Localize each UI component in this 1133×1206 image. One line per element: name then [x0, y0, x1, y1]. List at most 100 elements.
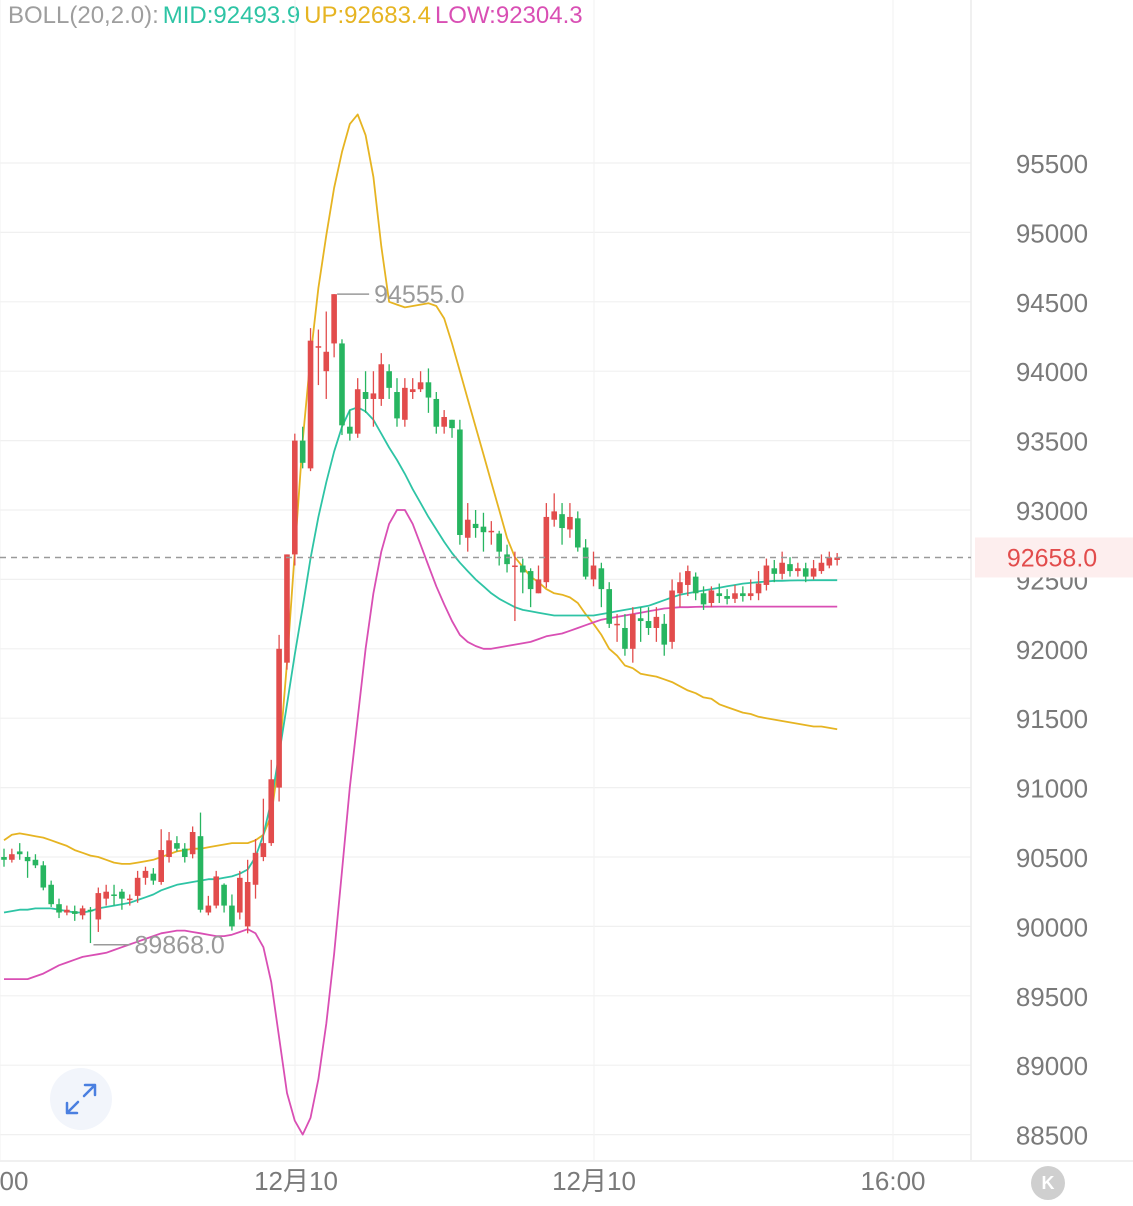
candle: [535, 565, 542, 594]
candle-body: [386, 371, 392, 388]
candle: [9, 848, 15, 863]
candle-body: [606, 589, 613, 624]
candle: [732, 584, 738, 603]
candle-body: [323, 351, 330, 372]
y-tick-label: 94500: [1016, 288, 1088, 318]
y-tick-label: 90000: [1016, 912, 1088, 942]
candle: [229, 894, 235, 931]
candle-body: [661, 623, 668, 645]
candle: [488, 521, 495, 545]
candle-body: [637, 618, 644, 622]
candle: [496, 530, 502, 566]
k-line-toggle-button[interactable]: K: [1031, 1166, 1065, 1200]
candle-body: [16, 851, 23, 855]
x-tick-label: 16:00: [860, 1166, 925, 1196]
candle-body: [9, 854, 15, 860]
candle: [755, 571, 762, 601]
candle: [197, 812, 204, 913]
candle-body: [645, 621, 652, 628]
candle-body: [370, 393, 377, 399]
current-price-label: 92658.0: [1007, 544, 1097, 572]
candle-body: [244, 881, 251, 927]
candle-body: [268, 779, 275, 844]
candle: [307, 328, 314, 472]
current-price-badge: [975, 537, 1133, 578]
candle-body: [590, 565, 597, 580]
candle-body: [527, 571, 534, 590]
candle: [559, 503, 565, 545]
candle: [354, 378, 361, 438]
x-tick-label: 12月10: [254, 1166, 338, 1196]
candle-body: [480, 526, 487, 533]
candle: [763, 558, 770, 591]
candle-body: [700, 593, 707, 605]
candle-body: [221, 884, 227, 906]
candle-body: [755, 583, 762, 594]
candle-body: [771, 568, 778, 574]
candle: [708, 586, 715, 608]
candle-body: [441, 417, 447, 427]
candle: [802, 562, 809, 583]
candle: [771, 559, 778, 583]
candle: [795, 562, 801, 577]
candle: [409, 378, 416, 399]
candle: [378, 353, 385, 406]
candle: [347, 410, 353, 441]
expand-button[interactable]: [50, 1068, 112, 1130]
candle-body: [834, 557, 840, 560]
candle-body: [692, 576, 699, 594]
candle-body: [818, 562, 825, 572]
y-tick-label: 89000: [1016, 1051, 1088, 1081]
high-marker-label: 94555.0: [374, 281, 464, 309]
candle: [111, 884, 117, 906]
candle-body: [504, 554, 510, 565]
candle-body: [559, 514, 565, 529]
candle-body: [40, 865, 47, 888]
candle: [268, 759, 275, 846]
candle-body: [685, 571, 691, 585]
candle: [787, 557, 793, 577]
candle-body: [582, 547, 589, 577]
candle: [614, 614, 620, 642]
candle-body: [826, 557, 833, 566]
candle-body: [598, 568, 605, 590]
candle-body: [126, 898, 133, 901]
candle-body: [48, 884, 54, 905]
candle-body: [71, 911, 78, 914]
candle: [716, 583, 723, 603]
boll-mid-line: [3, 406, 838, 914]
candle: [425, 368, 432, 413]
candle-body: [763, 565, 770, 585]
candle: [71, 905, 78, 921]
candle-body: [708, 590, 715, 603]
candle-body: [347, 426, 353, 434]
candle-body: [362, 392, 369, 399]
candle: [284, 554, 290, 670]
candle-body: [810, 568, 817, 577]
candle-body: [142, 870, 149, 878]
k-icon: K: [1041, 1172, 1055, 1193]
candle-body: [394, 392, 400, 419]
candle-body: [802, 568, 809, 577]
candle-body: [252, 852, 259, 885]
candle-body: [472, 523, 479, 529]
candle: [504, 544, 510, 573]
candle-body: [150, 873, 157, 881]
candle-body: [237, 877, 243, 913]
candle-body: [166, 840, 172, 857]
boll-low-line: [4, 509, 838, 1136]
candle: [779, 551, 785, 580]
candle-body: [740, 593, 746, 597]
bollinger-bands: [3, 113, 838, 1136]
candle-body: [747, 593, 754, 597]
grid-lines: [0, 0, 971, 1160]
candle-body: [732, 593, 738, 599]
candle: [276, 634, 282, 802]
candle: [677, 572, 683, 608]
candle: [174, 836, 180, 852]
candle-body: [787, 564, 793, 572]
candle-body: [496, 533, 502, 552]
candle: [834, 553, 840, 566]
candle: [386, 364, 392, 399]
